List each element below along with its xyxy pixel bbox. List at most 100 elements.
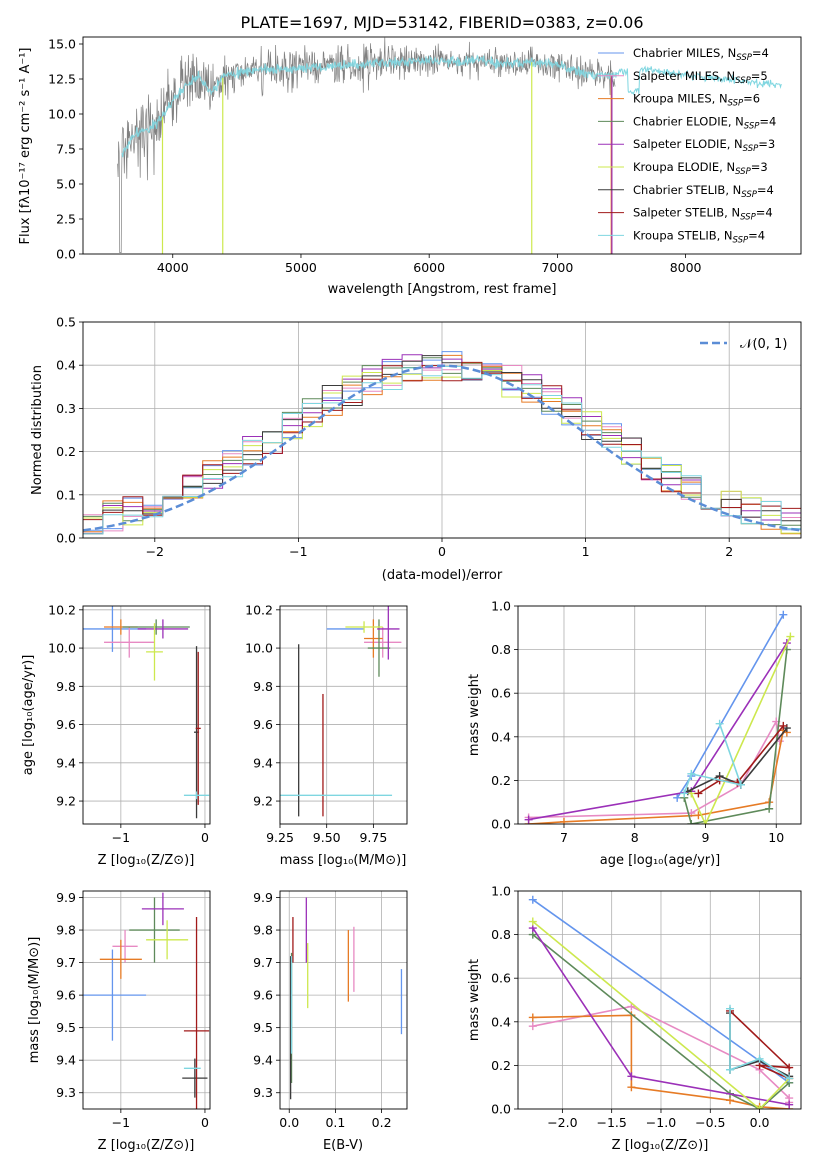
y-axis-label: mass weight xyxy=(467,959,482,1041)
y-tick-label: 2.5 xyxy=(56,212,76,227)
weight-marker xyxy=(785,1100,794,1109)
weight-marker xyxy=(726,1004,735,1013)
weight-marker xyxy=(528,1022,537,1031)
weight-marker xyxy=(559,817,568,824)
mass_vs_EBV-frame xyxy=(279,890,408,1110)
panels: 4000 5000 6000 7000 80000.02.55.07.510.012.5… xyxy=(18,37,802,1153)
y-tick-label: 9.6 xyxy=(56,717,76,732)
weight-marker xyxy=(687,769,696,778)
legend-entry-subscript: SSP xyxy=(735,167,751,177)
legend-entry: Salpeter ELODIE, NSSP=3 xyxy=(633,137,775,154)
age_vs_mass-frame xyxy=(279,605,408,825)
x-tick-label: 5000 xyxy=(285,260,317,275)
x-axis-label: E(B-V) xyxy=(323,1138,363,1153)
legend-entry: Kroupa STELIB, NSSP=4 xyxy=(633,228,765,245)
weight-marker xyxy=(755,1054,764,1063)
y-tick-label: 9.3 xyxy=(56,1085,76,1100)
y-tick-label: 9.7 xyxy=(253,955,273,970)
x-axis-label: wavelength [Angstrom, rest frame] xyxy=(328,282,557,297)
y-axis-label: age [log₁₀(age/yr)] xyxy=(21,655,36,776)
legend-entry: 𝒩(0, 1) xyxy=(740,337,787,352)
legend-entry-subscript: SSP xyxy=(736,53,752,63)
x-tick-label: −1.0 xyxy=(646,1115,676,1130)
x-tick-label: −2.0 xyxy=(547,1115,577,1130)
legend-entry-text: Salpeter ELODIE, N xyxy=(633,137,743,151)
mass_vs_Z-axes: −1 0 9.3 9.4 9.5 9.6 9.7 9.8 9.9 Z [log₁₀(Z/Z⊙)] m… xyxy=(27,890,211,1153)
weight-line xyxy=(683,723,743,794)
weight-marker xyxy=(524,815,533,824)
residuals-plot-area xyxy=(83,351,801,538)
weight_vs_age-axes: 7 8 9 10 0.0 0.2 0.4 0.6 0.8 1.0 age [log₁₀(age/yr… xyxy=(467,599,802,868)
legend-entry: Chabrier ELODIE, NSSP=4 xyxy=(633,114,776,131)
y-axis-label: mass [log₁₀(M/M⊙)] xyxy=(27,937,42,1064)
y-tick-label: 0.6 xyxy=(491,971,511,986)
x-tick-label: −1 xyxy=(112,1115,130,1130)
x-axis-label: Z [log₁₀(Z/Z⊙)] xyxy=(98,1138,195,1153)
y-tick-label: 0.8 xyxy=(491,927,511,942)
weight-marker xyxy=(785,1063,794,1072)
legend-entry-text: Salpeter STELIB, N xyxy=(633,206,740,220)
x-tick-label: 8 xyxy=(631,830,639,845)
x-tick-label: 10 xyxy=(768,830,784,845)
weight-marker xyxy=(627,1072,636,1081)
y-tick-label: 5.0 xyxy=(56,177,76,192)
y-tick-label: 9.4 xyxy=(253,755,273,770)
legend-entry-text: =4 xyxy=(759,114,776,128)
x-tick-label: 0 xyxy=(438,544,446,559)
x-tick-label: 0.0 xyxy=(750,1115,770,1130)
weight-marker xyxy=(627,1011,636,1020)
legend-entry-text: Chabrier MILES, N xyxy=(633,46,736,60)
weight-marker xyxy=(786,632,795,641)
spectrum-plot-area xyxy=(117,37,782,254)
y-tick-label: 10.0 xyxy=(48,107,76,122)
x-tick-label: 0 xyxy=(201,830,209,845)
legend-entry-subscript: SSP xyxy=(743,144,759,154)
x-tick-label: 0.1 xyxy=(325,1115,345,1130)
x-tick-label: −2 xyxy=(146,544,164,559)
age_vs_Z-frame xyxy=(82,605,211,825)
weight_vs_Z-axes: −2.0 −1.5 −1.0 −0.5 0.0 0.0 0.2 0.4 0.6 0.8 1.0 Z [… xyxy=(467,884,802,1153)
y-tick-label: 0.0 xyxy=(56,247,76,262)
legend-entry-subscript: SSP xyxy=(733,235,749,245)
x-tick-label: −1 xyxy=(112,830,130,845)
legend-entry-subscript: SSP xyxy=(728,99,744,109)
x-axis-label: mass [log₁₀(M/M⊙)] xyxy=(280,853,407,868)
y-tick-label: 10.0 xyxy=(245,641,273,656)
x-tick-label: 8000 xyxy=(670,260,702,275)
y-tick-label: 1.0 xyxy=(491,599,511,614)
spectrum-axes: 4000 5000 6000 7000 8000 0.0 2.5 5.0 7.5 10.0 12.5… xyxy=(18,37,802,297)
y-tick-label: 0.8 xyxy=(491,642,511,657)
weight-line xyxy=(683,649,788,824)
weight-marker xyxy=(765,804,774,813)
y-tick-label: 10.2 xyxy=(48,602,76,617)
x-tick-label: 0.2 xyxy=(372,1115,392,1130)
x-axis-label: Z [log₁₀(Z/Z⊙)] xyxy=(612,1138,709,1153)
legend-entry-text: Kroupa ELODIE, N xyxy=(633,160,735,174)
x-tick-label: 7 xyxy=(560,830,568,845)
model-spectrum-line xyxy=(614,65,782,96)
y-tick-label: 9.8 xyxy=(253,923,273,938)
y-tick-label: 0.6 xyxy=(491,686,511,701)
weight-marker xyxy=(694,789,703,798)
y-tick-label: 9.6 xyxy=(56,988,76,1003)
weight-line xyxy=(690,636,792,824)
age_vs_mass-axes: 9.25 9.50 9.75 9.2 9.4 9.6 9.8 10.0 10.2 mass [lo… xyxy=(245,602,408,868)
y-tick-label: 1.0 xyxy=(491,884,511,899)
weight-marker xyxy=(736,780,745,789)
y-tick-label: 0.2 xyxy=(491,1058,511,1073)
y-tick-label: 9.6 xyxy=(253,717,273,732)
mass_vs_EBV-plot-area xyxy=(289,897,403,1100)
legend-entry-subscript: SSP xyxy=(744,121,760,131)
x-tick-label: 6000 xyxy=(413,260,445,275)
y-tick-label: 15.0 xyxy=(48,37,76,52)
y-tick-label: 0.5 xyxy=(56,315,76,330)
x-axis-label: Z [log₁₀(Z/Z⊙)] xyxy=(98,853,195,868)
x-tick-label: 9 xyxy=(702,830,710,845)
legend-entry-subscript: SSP xyxy=(741,190,757,200)
y-axis-label: mass weight xyxy=(467,674,482,756)
y-tick-label: 0.0 xyxy=(491,817,511,832)
legend-entry: Chabrier STELIB, NSSP=4 xyxy=(633,183,774,200)
weight-marker xyxy=(627,1083,636,1092)
y-tick-label: 0.0 xyxy=(56,531,76,546)
